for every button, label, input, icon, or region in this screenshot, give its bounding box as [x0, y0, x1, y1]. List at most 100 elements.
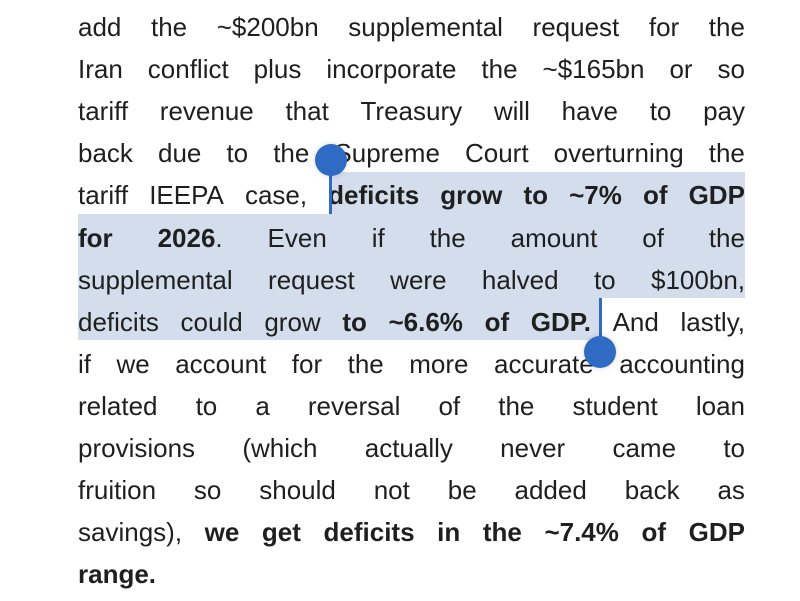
word: never	[500, 433, 566, 463]
word: back	[78, 138, 133, 169]
word: grow	[264, 306, 321, 337]
word: accounting	[619, 348, 745, 379]
word: as	[717, 475, 745, 506]
word: GDP.	[530, 306, 591, 337]
word: provisions	[78, 433, 196, 463]
word: tariff	[78, 96, 129, 127]
word: we	[204, 517, 240, 548]
word: of	[484, 306, 510, 337]
word: related	[78, 390, 158, 421]
selection-highlight-line-5	[330, 172, 745, 214]
word: student	[572, 390, 658, 421]
selection-highlight-line-8	[78, 298, 601, 340]
word: a	[255, 390, 270, 421]
text-line: back due to the Supreme Court overturning the	[78, 132, 745, 174]
word: the	[481, 54, 518, 85]
text-line: deficits could grow to ~6.6% of GDP. And lastly,	[78, 301, 745, 343]
word: added	[514, 475, 587, 506]
text-line: supplemental request were halved to $100bn,	[78, 259, 745, 301]
word: back	[624, 475, 680, 506]
word: to	[195, 390, 218, 421]
word: more	[409, 348, 469, 379]
text-line: tariff revenue that Treasury will have to pay	[78, 90, 745, 132]
word: account	[175, 348, 267, 379]
word: to	[342, 306, 367, 337]
word: IEEPA	[149, 180, 224, 211]
word: the	[498, 390, 535, 421]
selection-end-handle-stem[interactable]	[599, 298, 602, 348]
word: ~7%	[569, 180, 622, 211]
selection-start-handle[interactable]	[315, 144, 347, 176]
word: the	[708, 138, 745, 169]
selection-end-handle[interactable]	[584, 336, 616, 368]
word: the	[708, 12, 745, 42]
word: be	[447, 475, 477, 506]
word: grow	[440, 180, 503, 211]
word: reversal	[307, 390, 401, 421]
word: savings),	[78, 517, 183, 548]
word: GDP	[688, 517, 745, 548]
text-line: fruition so should not be added back as	[78, 469, 745, 511]
word: request	[268, 264, 355, 295]
word: the	[708, 222, 745, 253]
word: accurate	[493, 348, 594, 379]
text-line: related to a reversal of the student loan	[78, 385, 745, 427]
word: deficits	[328, 180, 420, 211]
word: deficits	[323, 517, 415, 548]
word: amount	[510, 222, 598, 253]
period: .	[215, 222, 223, 253]
word: deficits	[78, 306, 159, 337]
word: the	[482, 517, 522, 548]
word: to	[649, 96, 672, 127]
selection-start-handle-stem[interactable]	[329, 160, 332, 214]
word: ~$165bn	[542, 54, 645, 85]
word: the	[150, 12, 188, 42]
word: supplemental	[78, 264, 233, 295]
word: case,	[244, 180, 308, 211]
word: 2026.	[157, 222, 223, 253]
word: so	[717, 54, 745, 85]
word: request	[532, 12, 620, 42]
word: fruition	[78, 475, 157, 506]
word: the	[429, 222, 466, 253]
word: ~6.6%	[388, 306, 463, 337]
word: incorporate	[326, 54, 457, 85]
word: overturning	[553, 138, 684, 169]
word: of	[438, 390, 461, 421]
word: could	[180, 306, 243, 337]
word: not	[373, 475, 410, 506]
selection-highlight-lines-6-7	[78, 214, 745, 298]
text-line: savings), we get deficits in the ~7.4% of GDP	[78, 511, 745, 553]
word: And	[612, 306, 659, 337]
word: supplemental	[348, 12, 503, 42]
word: were	[390, 264, 447, 295]
word: the	[347, 348, 384, 379]
word: so	[193, 475, 222, 506]
word: Iran	[78, 54, 123, 85]
word: for	[78, 222, 113, 253]
word: came	[612, 433, 677, 463]
word: if	[78, 348, 91, 379]
text-line: Iran conflict plus incorporate the ~$165bn or s…	[78, 48, 745, 90]
word: due	[157, 138, 202, 169]
word: Treasury	[360, 96, 463, 127]
word: lastly,	[680, 306, 745, 337]
word: GDP	[688, 180, 745, 211]
word: Supreme	[334, 138, 440, 169]
word: if	[371, 222, 385, 253]
word: to	[523, 180, 549, 211]
word: add	[78, 12, 122, 42]
text-line: if we account for the more accurate accounting	[78, 343, 745, 385]
word: loan	[695, 390, 745, 421]
word: revenue	[159, 96, 254, 127]
word: for	[291, 348, 323, 379]
word: halved	[481, 264, 559, 295]
word: to	[723, 433, 745, 463]
text-line: for 2026. Even if the amount of the	[78, 217, 745, 259]
word: $100bn,	[651, 264, 745, 295]
text-line: provisions (which actually never came to	[78, 427, 745, 469]
word: of	[641, 517, 667, 548]
word: that	[285, 96, 329, 127]
word: to	[593, 264, 616, 295]
